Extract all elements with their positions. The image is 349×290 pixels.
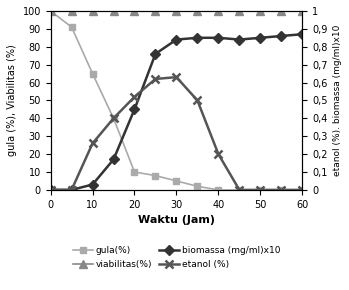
X-axis label: Waktu (Jam): Waktu (Jam) bbox=[138, 215, 215, 225]
Y-axis label: gula (%), Viabilitas (%): gula (%), Viabilitas (%) bbox=[7, 45, 17, 156]
Legend: gula(%), viabilitas(%), biomassa (mg/ml)x10, etanol (%): gula(%), viabilitas(%), biomassa (mg/ml)… bbox=[71, 244, 282, 271]
Y-axis label: etanol (%). biomassa (mg/ml)x10: etanol (%). biomassa (mg/ml)x10 bbox=[333, 25, 342, 176]
